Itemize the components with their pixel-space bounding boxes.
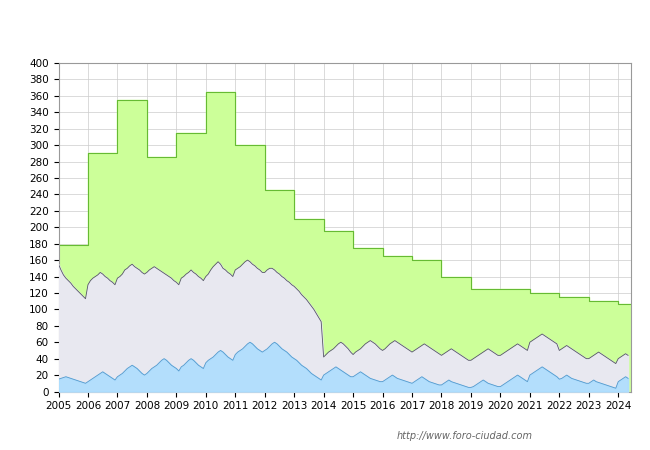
- Text: http://www.foro-ciudad.com: http://www.foro-ciudad.com: [397, 431, 533, 441]
- Text: Armenteros - Evolucion de la poblacion en edad de Trabajar Mayo de 2024: Armenteros - Evolucion de la poblacion e…: [41, 21, 609, 33]
